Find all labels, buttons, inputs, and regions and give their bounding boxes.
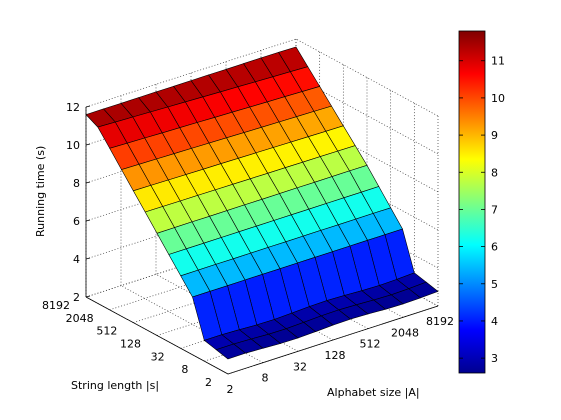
z-tick-mark [85,257,91,260]
axis-layer [85,105,439,375]
y-tick-label: 2048 [66,312,94,325]
colorbar-tick-label: 10 [491,92,505,105]
colorbar-tick-label: 7 [491,203,498,216]
y-axis-line [85,296,229,375]
colorbar-tick-label: 8 [491,166,498,179]
x-tick-label: 8192 [426,315,454,328]
colorbar-tick-label: 9 [491,129,498,142]
x-axis-label: Alphabet size |A| [327,386,420,399]
x-tick-label: 2 [227,383,234,396]
z-tick-label: 4 [73,253,80,266]
z-tick-mark [85,181,91,184]
x-tick-label: 8 [262,372,269,385]
colorbar-tick-label: 11 [491,55,505,68]
surface-layer [85,46,439,360]
z-tick-label: 12 [66,101,80,114]
x-tick-label: 128 [325,349,346,362]
x-tick-label: 2048 [391,326,419,339]
x-tick-label: 512 [360,338,381,351]
z-tick-label: 2 [73,291,80,304]
z-tick-mark [85,105,91,108]
x-axis-line [227,305,439,375]
y-tick-label: 128 [120,338,141,351]
y-tick-label: 512 [96,325,117,338]
y-tick-label: 8192 [42,299,70,312]
colorbar-tick-label: 3 [491,352,498,365]
y-tick-label: 32 [151,350,165,363]
colorbar-tick-label: 5 [491,278,498,291]
z-tick-mark [85,143,91,146]
z-tick-mark [85,295,91,298]
colorbar: 3 4 5 6 7 8 9 10 11 [458,30,505,374]
z-tick-label: 8 [73,177,80,190]
z-axis-label: Running time (s) [34,146,47,237]
surface-patch [215,343,247,360]
x-tick-label: 32 [293,360,307,373]
z-tick-mark [85,219,91,222]
y-tick-label: 2 [205,376,212,389]
colorbar-tick-label: 6 [491,241,498,254]
z-tick-label: 6 [73,215,80,228]
y-tick-label: 8 [181,363,188,376]
colorbar-gradient [458,30,486,374]
z-tick-label: 10 [66,139,80,152]
label-layer: 2468101228321285122048819228321285122048… [42,101,454,396]
colorbar-tick-label: 4 [491,315,498,328]
y-axis-label: String length |s| [71,379,159,392]
